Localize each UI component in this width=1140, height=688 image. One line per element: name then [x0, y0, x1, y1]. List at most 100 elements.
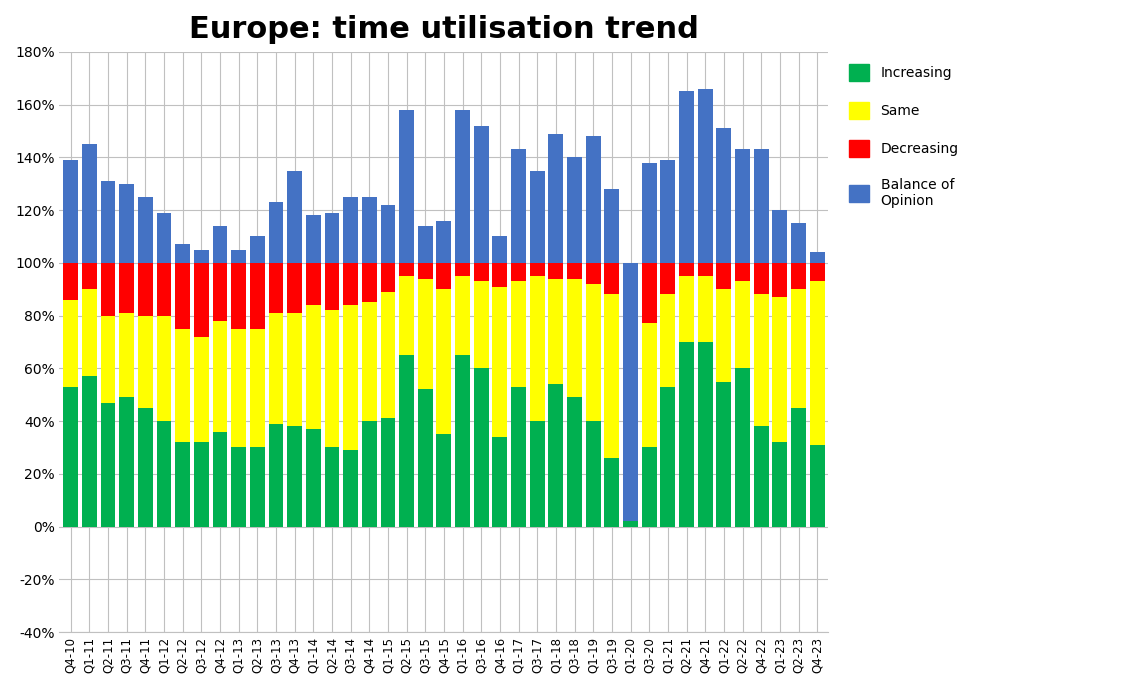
Bar — [773, 442, 788, 526]
Bar — [791, 224, 806, 263]
Bar — [343, 197, 358, 263]
Bar — [492, 263, 507, 287]
Bar — [212, 321, 228, 431]
Bar — [809, 263, 824, 281]
Bar — [716, 289, 732, 382]
Bar — [660, 387, 675, 526]
Bar — [269, 202, 284, 263]
Bar — [791, 408, 806, 526]
Bar — [194, 250, 209, 263]
Bar — [604, 294, 619, 458]
Bar — [399, 355, 414, 526]
Bar — [325, 447, 340, 526]
Bar — [194, 263, 209, 336]
Bar — [604, 458, 619, 526]
Bar — [418, 279, 433, 389]
Bar — [511, 149, 526, 263]
Bar — [679, 92, 694, 263]
Bar — [82, 263, 97, 289]
Bar — [361, 421, 377, 526]
Bar — [660, 263, 675, 294]
Bar — [567, 279, 583, 398]
Bar — [138, 263, 153, 316]
Bar — [306, 263, 320, 305]
Bar — [287, 313, 302, 427]
Bar — [474, 126, 489, 263]
Bar — [250, 263, 264, 329]
Bar — [269, 313, 284, 424]
Bar — [735, 149, 750, 263]
Bar — [567, 263, 583, 279]
Bar — [773, 263, 788, 297]
Bar — [120, 313, 135, 398]
Bar — [100, 181, 115, 263]
Bar — [100, 402, 115, 526]
Bar — [660, 294, 675, 387]
Bar — [530, 421, 545, 526]
Bar — [138, 316, 153, 408]
Bar — [735, 368, 750, 526]
Bar — [176, 329, 190, 442]
Bar — [511, 263, 526, 281]
Bar — [624, 263, 638, 361]
Bar — [156, 421, 171, 526]
Bar — [212, 263, 228, 321]
Bar — [418, 263, 433, 279]
Bar — [660, 160, 675, 263]
Bar — [306, 429, 320, 526]
Legend: Increasing, Same, Decreasing, Balance of
Opinion: Increasing, Same, Decreasing, Balance of… — [844, 59, 964, 213]
Bar — [679, 342, 694, 526]
Bar — [530, 263, 545, 276]
Bar — [231, 263, 246, 329]
Bar — [82, 376, 97, 526]
Bar — [381, 292, 396, 418]
Bar — [455, 276, 470, 355]
Bar — [474, 368, 489, 526]
Bar — [138, 197, 153, 263]
Bar — [231, 447, 246, 526]
Bar — [698, 342, 712, 526]
Bar — [63, 300, 79, 387]
Bar — [82, 289, 97, 376]
Bar — [82, 144, 97, 263]
Bar — [809, 252, 824, 263]
Bar — [809, 281, 824, 444]
Bar — [455, 110, 470, 263]
Bar — [773, 297, 788, 442]
Bar — [437, 221, 451, 263]
Bar — [511, 281, 526, 387]
Bar — [138, 408, 153, 526]
Bar — [624, 361, 638, 458]
Bar — [343, 450, 358, 526]
Bar — [437, 263, 451, 289]
Bar — [530, 171, 545, 263]
Bar — [716, 382, 732, 526]
Bar — [809, 444, 824, 526]
Bar — [642, 323, 657, 447]
Bar — [698, 276, 712, 342]
Bar — [698, 89, 712, 263]
Bar — [642, 263, 657, 323]
Bar — [287, 427, 302, 526]
Bar — [548, 384, 563, 526]
Bar — [474, 263, 489, 281]
Bar — [437, 289, 451, 434]
Bar — [698, 263, 712, 276]
Bar — [679, 276, 694, 342]
Bar — [548, 263, 563, 279]
Bar — [250, 329, 264, 447]
Bar — [231, 329, 246, 447]
Bar — [120, 398, 135, 526]
Bar — [530, 276, 545, 421]
Bar — [492, 287, 507, 437]
Bar — [716, 129, 732, 263]
Bar — [269, 263, 284, 313]
Title: Europe: time utilisation trend: Europe: time utilisation trend — [189, 15, 699, 44]
Bar — [418, 226, 433, 263]
Bar — [586, 284, 601, 421]
Bar — [791, 289, 806, 408]
Bar — [325, 263, 340, 310]
Bar — [120, 184, 135, 263]
Bar — [250, 237, 264, 263]
Bar — [735, 263, 750, 281]
